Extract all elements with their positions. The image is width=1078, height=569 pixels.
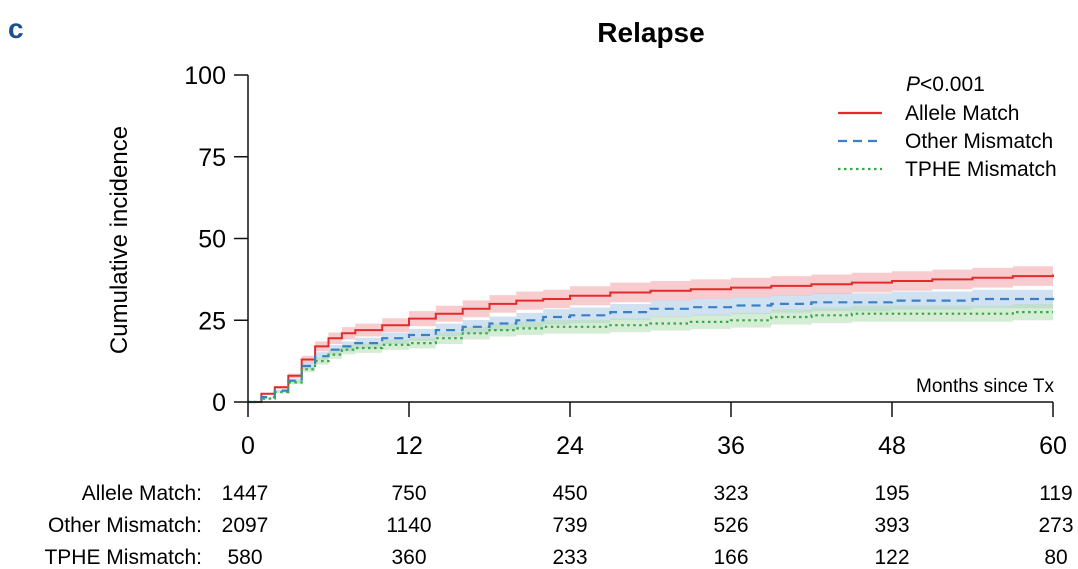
risk-row-label: Other Mismatch: [48, 514, 202, 537]
legend-label: Other Mismatch [905, 130, 1053, 153]
series-line [248, 311, 1053, 404]
x-tick-label: 60 [1039, 432, 1067, 460]
y-tick-label: 75 [198, 144, 226, 172]
y-axis-label: Cumulative incidence [106, 126, 133, 354]
x-tick-label: 0 [241, 432, 255, 460]
legend: Allele Match Other Mismatch TPHE Mismatch [838, 102, 1057, 181]
y-tick-label: 100 [184, 62, 226, 90]
y-tick-label: 25 [198, 307, 226, 335]
panel-label: c [8, 13, 24, 44]
x-axis-label: Months since Tx [916, 376, 1054, 397]
risk-value: 393 [874, 514, 909, 537]
risk-value: 1140 [386, 514, 431, 537]
legend-label: TPHE Mismatch [905, 158, 1057, 181]
risk-value: 273 [1038, 514, 1073, 537]
x-ticks: 0 12 24 36 48 60 [241, 402, 1067, 460]
x-tick-label: 24 [556, 432, 584, 460]
risk-value: 122 [874, 546, 909, 569]
risk-value: 526 [713, 514, 748, 537]
risk-value: 195 [874, 482, 909, 505]
risk-value: 360 [391, 546, 426, 569]
risk-value: 166 [713, 546, 748, 569]
risk-value: 323 [713, 482, 748, 505]
risk-value: 450 [552, 482, 587, 505]
legend-label: Allele Match [905, 102, 1019, 125]
y-tick-label: 0 [212, 389, 226, 417]
risk-value: 1447 [222, 482, 269, 505]
x-tick-label: 48 [878, 432, 906, 460]
risk-value: 739 [552, 514, 587, 537]
risk-value: 233 [552, 546, 587, 569]
risk-row-label: TPHE Mismatch: [44, 546, 202, 569]
series-line [248, 274, 1054, 403]
risk-value: 80 [1044, 546, 1067, 569]
risk-value: 119 [1039, 482, 1072, 505]
p-value: P<0.001 [906, 73, 985, 96]
risk-value: 2097 [222, 514, 269, 537]
risk-value: 750 [391, 482, 426, 505]
series-lines [248, 274, 1055, 404]
y-tick-label: 50 [198, 226, 226, 254]
y-ticks: 0 25 50 75 100 [184, 62, 248, 417]
chart-title: Relapse [597, 17, 704, 48]
risk-row-label: Allele Match: [82, 482, 202, 505]
x-tick-label: 12 [395, 432, 423, 460]
risk-value: 580 [227, 546, 262, 569]
x-tick-label: 36 [717, 432, 745, 460]
risk-table: Allele Match: 1447 750 450 323 195 119 Other Mi… [44, 482, 1073, 569]
series-line [248, 297, 1055, 404]
